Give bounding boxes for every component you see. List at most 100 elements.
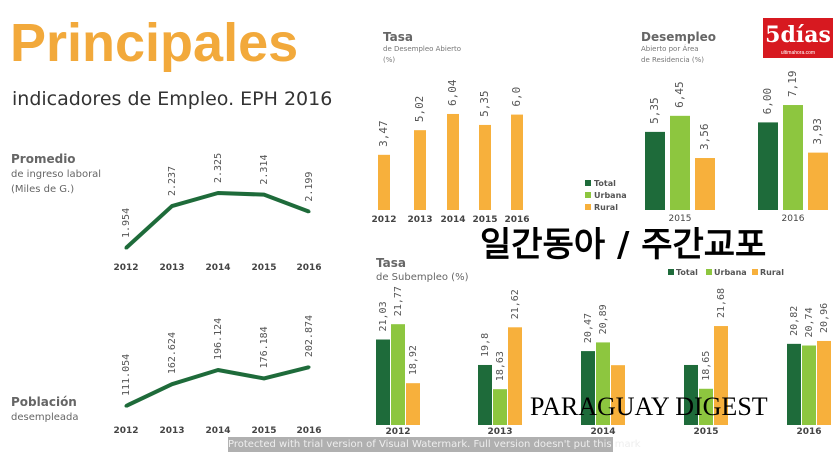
brand-logo: 5días ultimahora.com: [763, 18, 833, 58]
data-label: 3,93: [811, 118, 824, 145]
x-tick-label: 2016: [796, 427, 821, 437]
data-label: 19,8: [480, 333, 491, 357]
data-label: 5,02: [413, 96, 426, 123]
bar-total: [684, 364, 698, 425]
data-label: 20,82: [789, 306, 800, 336]
bar-rural: [714, 326, 728, 425]
trial-watermark-bar: Protected with trial version of Visual W…: [228, 437, 641, 452]
data-label: 3,47: [377, 120, 390, 147]
area-chart-unit: de Residencia (%): [641, 56, 705, 64]
bar-rural: [406, 383, 420, 425]
unemployed-chart-title: Población: [11, 395, 77, 409]
x-tick-label: 2014: [205, 426, 230, 436]
data-label: 5,35: [648, 97, 661, 124]
line-point: [307, 210, 311, 214]
x-tick-label: 2013: [407, 215, 432, 225]
line-point: [124, 246, 128, 250]
x-tick-label: 2013: [159, 426, 184, 436]
data-label: 7,19: [786, 71, 799, 98]
bar-urbana: [783, 105, 803, 210]
line-series: [124, 191, 310, 250]
line-point: [216, 368, 220, 372]
underemployment-chart-title: Tasa: [376, 256, 406, 270]
legend-swatch: [585, 204, 591, 210]
legend-label: Urbana: [594, 191, 627, 200]
x-tick-label: 2014: [590, 427, 615, 437]
legend-swatch: [585, 192, 591, 198]
line-point: [216, 191, 220, 195]
bar: [511, 114, 523, 210]
legend-swatch: [752, 269, 758, 275]
data-label: 18,92: [408, 345, 419, 375]
income-chart-unit: (Miles de G.): [11, 184, 75, 195]
x-tick-label: 2013: [159, 263, 184, 273]
x-tick-label: 2013: [487, 427, 512, 437]
x-tick-label: 2015: [693, 427, 718, 437]
data-label: 2.199: [304, 172, 315, 202]
x-tick-label: 2014: [440, 215, 465, 225]
line-point: [170, 204, 174, 208]
watermark-paraguay-digest: PARAGUAY DIGEST: [530, 392, 768, 421]
income-chart-title: Promedio: [11, 152, 76, 166]
data-label: 20,96: [819, 303, 830, 333]
data-label: 111.054: [121, 354, 132, 396]
data-label: 2.325: [213, 153, 224, 183]
x-tick-label: 2015: [669, 214, 692, 224]
underemployment-chart-subtitle: de Subempleo (%): [376, 272, 469, 283]
legend-label: Urbana: [714, 268, 747, 277]
bar-total: [787, 343, 801, 425]
line-point: [170, 382, 174, 386]
bar: [479, 124, 491, 210]
data-label: 1.954: [121, 208, 132, 238]
x-tick-label: 2012: [371, 215, 396, 225]
bar-rural: [808, 152, 828, 210]
unemployed-chart-subtitle: desempleada: [11, 412, 79, 423]
bar-urbana: [699, 388, 713, 425]
x-tick-label: 2016: [782, 214, 805, 224]
x-tick-label: 2015: [472, 215, 497, 225]
logo-text: 5días: [765, 22, 831, 48]
bar-total: [645, 131, 665, 210]
x-tick-label: 2012: [113, 263, 138, 273]
data-label: 6,45: [673, 81, 686, 108]
legend-label: Rural: [760, 268, 784, 277]
rate-chart-subtitle: de Desempleo Abierto: [383, 45, 462, 53]
data-label: 2.314: [259, 155, 270, 185]
data-label: 20,89: [598, 304, 609, 334]
legend-swatch: [668, 269, 674, 275]
x-tick-label: 2012: [385, 427, 410, 437]
rate-chart-title: Tasa: [383, 30, 413, 44]
bar-total: [376, 339, 390, 425]
line-point: [307, 365, 311, 369]
bar: [378, 154, 390, 210]
data-label: 18,65: [701, 351, 712, 381]
x-tick-label: 2016: [296, 426, 321, 436]
watermark-korean: 일간동아 / 주간교포: [480, 225, 767, 265]
rate-chart-unit: (%): [383, 56, 396, 64]
legend-swatch: [585, 180, 591, 186]
x-tick-label: 2016: [504, 215, 529, 225]
income-chart-subtitle: de ingreso laboral: [11, 169, 102, 180]
legend-label: Total: [676, 268, 698, 277]
bar-rural: [695, 158, 715, 210]
page-title: Principales: [10, 13, 299, 73]
data-label: 21,77: [393, 286, 404, 316]
data-label: 6,00: [761, 88, 774, 115]
data-label: 21,68: [716, 288, 727, 318]
logo-tagline: ultimahora.com: [780, 50, 816, 56]
area-chart-title: Desempleo: [641, 30, 716, 44]
x-tick-label: 2014: [205, 263, 230, 273]
bar-rural: [817, 340, 831, 425]
bar-urbana: [670, 115, 690, 210]
bar-urbana: [802, 345, 816, 425]
data-label: 3,56: [698, 124, 711, 151]
bar-urbana: [493, 389, 507, 425]
line-series: [125, 365, 310, 408]
data-label: 2.237: [167, 166, 178, 196]
x-tick-label: 2012: [113, 426, 138, 436]
bar: [414, 130, 426, 210]
bar-total: [581, 351, 595, 425]
bar-rural: [508, 327, 522, 425]
data-label: 162.624: [167, 332, 178, 374]
